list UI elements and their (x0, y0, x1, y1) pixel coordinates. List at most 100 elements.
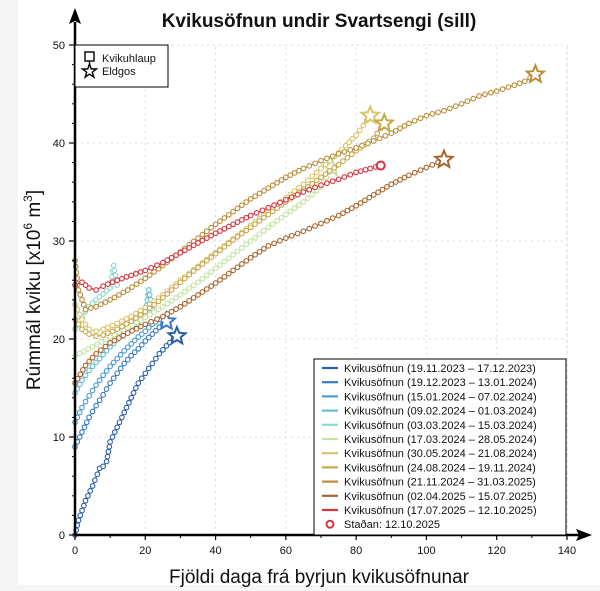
data-point (375, 189, 381, 196)
data-point (234, 205, 241, 212)
data-point (493, 88, 500, 94)
data-point (221, 258, 228, 265)
data-point (164, 300, 171, 307)
data-point (146, 272, 153, 278)
data-point (112, 272, 119, 279)
data-point (100, 332, 106, 338)
data-point (119, 414, 125, 421)
data-point (392, 127, 399, 134)
data-point (114, 320, 121, 327)
data-point (100, 283, 106, 289)
data-point (142, 314, 149, 321)
data-point (79, 404, 85, 411)
data-point (318, 182, 324, 188)
data-point (103, 386, 110, 392)
y-tick-label: 20 (53, 334, 65, 346)
data-point (145, 324, 152, 331)
data-point (300, 181, 307, 188)
data-point (121, 409, 128, 416)
data-point (163, 343, 170, 349)
data-point (261, 227, 267, 234)
data-point (173, 306, 179, 312)
data-point (114, 282, 121, 288)
data-point (114, 424, 121, 431)
data-point (362, 197, 368, 204)
data-point (79, 316, 85, 323)
data-point (195, 240, 201, 246)
data-point (212, 221, 219, 228)
data-point (190, 294, 197, 301)
data-point (252, 251, 258, 258)
data-point (82, 398, 89, 405)
chart-title: Kvikusöfnun undir Svartsengi (sill) (162, 11, 477, 32)
data-point (225, 240, 232, 247)
data-point (96, 294, 103, 300)
series-layer (72, 62, 547, 538)
data-point (300, 165, 307, 172)
data-point (75, 321, 82, 328)
data-point (340, 158, 346, 164)
data-point (329, 178, 336, 185)
data-point (138, 342, 145, 348)
data-point (277, 237, 283, 244)
data-point (97, 347, 104, 353)
eruption-star (432, 148, 456, 170)
data-point (318, 220, 324, 227)
data-point (296, 167, 302, 174)
data-point (340, 210, 346, 216)
legend-kvikuhlaup: Kvikuhlaup (102, 53, 156, 65)
legend-status: Staðan: 12.10.2025 (344, 519, 440, 531)
x-tick-label: 100 (417, 545, 435, 557)
data-point (349, 135, 356, 142)
data-point (79, 429, 85, 435)
y-tick-label: 10 (53, 432, 65, 444)
data-point (109, 328, 116, 335)
data-point (142, 267, 149, 274)
data-point (120, 289, 127, 296)
data-point (239, 245, 245, 251)
data-point (195, 264, 201, 271)
data-point (265, 204, 272, 211)
data-point (181, 275, 188, 282)
data-point (79, 296, 85, 303)
legend-entry: Kvikusöfnun (15.01.2024 – 07.02.2024) (344, 391, 537, 403)
data-point (348, 205, 355, 212)
data-point (505, 84, 512, 90)
data-point (82, 282, 89, 288)
data-point (347, 171, 354, 178)
data-point (288, 232, 295, 239)
data-point (356, 127, 363, 134)
data-point (300, 228, 307, 235)
data-point (296, 202, 302, 208)
legend-entry: Kvikusöfnun (17.03.2024 – 28.05.2024) (344, 434, 537, 446)
data-point (168, 308, 175, 315)
data-point (142, 308, 149, 315)
data-point (221, 225, 228, 232)
data-point (230, 267, 236, 274)
data-point (110, 262, 117, 269)
data-point (77, 371, 84, 378)
data-point (117, 365, 124, 372)
data-point (347, 147, 354, 153)
data-point (190, 268, 197, 274)
data-point (252, 234, 258, 241)
data-point (103, 458, 110, 465)
data-point (87, 305, 94, 311)
data-point (120, 332, 127, 339)
data-point (230, 251, 236, 258)
series-line (74, 320, 167, 448)
data-point (274, 218, 280, 224)
data-point (239, 202, 245, 209)
data-point (145, 287, 152, 293)
data-point (256, 218, 263, 224)
data-point (225, 270, 232, 277)
data-point (137, 269, 144, 275)
data-point (423, 164, 430, 171)
data-point (234, 264, 241, 271)
y-tick-label: 0 (59, 530, 65, 542)
data-point (151, 309, 157, 315)
data-point (309, 180, 316, 187)
data-point (406, 120, 412, 127)
data-point (239, 261, 245, 267)
data-point (278, 177, 285, 183)
